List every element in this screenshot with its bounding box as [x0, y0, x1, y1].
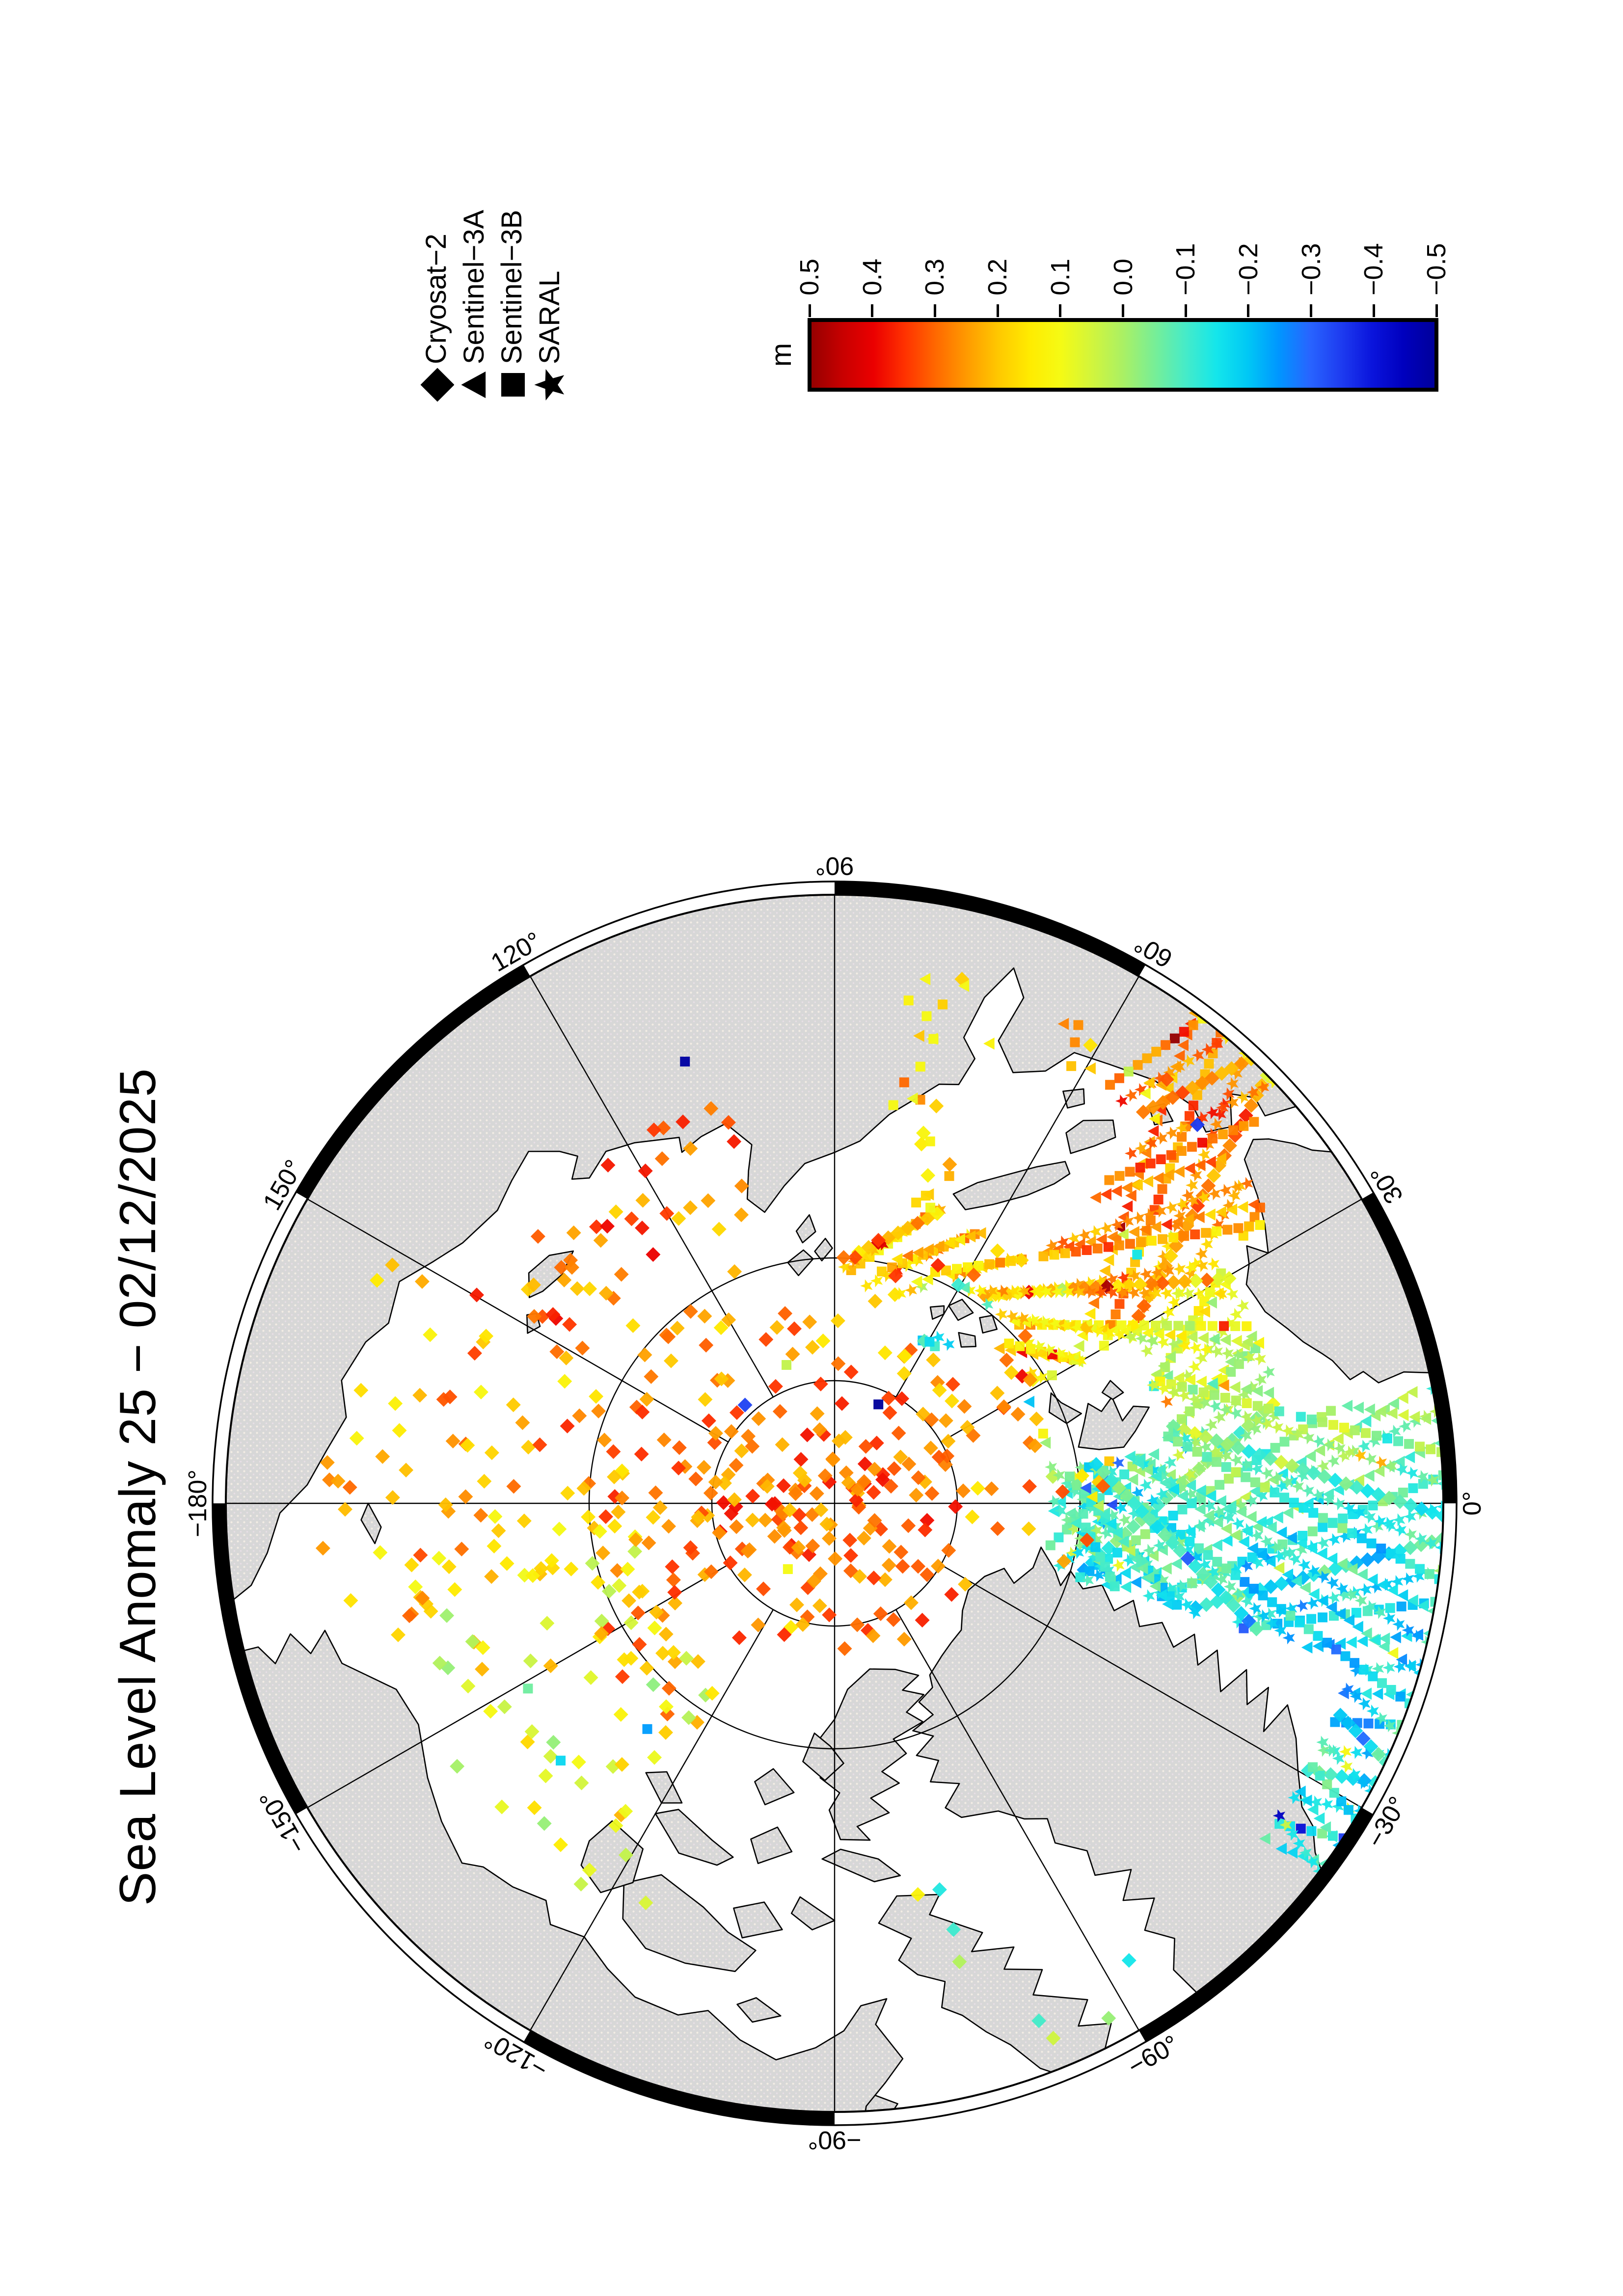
colorbar-tick-label: 0.1 [1045, 258, 1075, 295]
coastline-victoria-i [622, 1874, 757, 1972]
coastline-severnaya-1 [795, 1214, 816, 1244]
legend-label: SARAL [534, 270, 566, 364]
colorbar-tick [808, 304, 811, 317]
coastline-franz-josef-1 [979, 1314, 998, 1334]
colorbar-tick-label: 0.5 [795, 258, 824, 295]
meridian-label-0: 0° [1458, 1491, 1487, 1516]
frame-ring-black-sector [1361, 1192, 1457, 1504]
colorbar-tick-label: 0.0 [1108, 258, 1138, 295]
colorbar-tick [1059, 304, 1062, 317]
map-frame [212, 881, 1458, 2126]
diamond-icon [420, 368, 454, 402]
legend-item-sentinel3b: Sentinel−3B [493, 210, 531, 403]
colorbar-tick-label: 0.2 [983, 258, 1013, 295]
colorbar-tick [1247, 304, 1250, 317]
coastline-severnaya-2 [787, 1249, 814, 1277]
coastline-franz-josef-3 [958, 1332, 976, 1348]
frame-ring-black-sector [834, 881, 1146, 977]
legend-label: Cryosat−2 [420, 234, 452, 364]
colorbar-tick-label: −0.3 [1296, 243, 1326, 295]
coastline-severnaya-3 [814, 1238, 833, 1261]
coastline-vaygach [1062, 1088, 1085, 1109]
meridian-30 [940, 1198, 1362, 1443]
frame-ring-black-sector [523, 2030, 835, 2125]
coastline-devon [821, 1848, 901, 1883]
map-clipped-content [226, 895, 1443, 2112]
coastline-somerset [790, 1896, 836, 1931]
coastline-edgeoya [1101, 1380, 1124, 1400]
colorbar-tick [1310, 304, 1313, 317]
meridian-label--180: −180° [184, 1469, 212, 1537]
meridian-150 [307, 1198, 729, 1443]
coastline-franz-josef-4 [929, 1305, 945, 1320]
colorbar-tick [1184, 304, 1187, 317]
legend-label: Sentinel−3B [496, 210, 528, 364]
coastline-canada-alaska-mainland [226, 1629, 904, 2112]
triangle-icon [460, 371, 486, 399]
frame-ring-black-sector [296, 964, 530, 1199]
colorbar-tick-label: −0.1 [1171, 243, 1201, 295]
star-icon [534, 369, 564, 400]
legend-item-sentinel3a: Sentinel−3A [455, 210, 493, 403]
colorbar-tick-label: −0.4 [1359, 243, 1389, 295]
meridian-label--90: −90° [808, 2126, 861, 2154]
coastline-greenland [912, 1547, 1374, 2051]
square-icon [501, 373, 525, 397]
satellite-legend: Cryosat−2 Sentinel−3A Sentinel−3B SARAL [417, 210, 568, 403]
meridian-120 [529, 976, 774, 1398]
meridian--150 [307, 1564, 729, 1809]
coastline-banks [580, 1820, 644, 1894]
colorbar [808, 318, 1438, 392]
frame-ring-black-sector [213, 1503, 308, 1815]
meridian--120 [529, 1609, 774, 2031]
colorbar-tick [1435, 304, 1438, 317]
meridian-label-90: 90° [815, 852, 854, 880]
frame-ring-black-sector [1139, 1807, 1374, 2042]
colorbar-tick-label: 0.4 [857, 258, 887, 295]
coastline-ellef-ringnes [754, 1768, 795, 1806]
coastline-prince-of-wales [733, 1901, 783, 1939]
coastline-wrangel [360, 1502, 382, 1545]
legend-item-cryosat2: Cryosat−2 [417, 210, 455, 403]
coastline-novaya-zemlya-s [1065, 1120, 1116, 1154]
colorbar-tick [871, 304, 874, 317]
colorbar-tick [996, 304, 999, 317]
satellite-data-points [315, 971, 1443, 2046]
meridian-60 [895, 976, 1140, 1398]
coastline-king-william [736, 1997, 782, 2023]
coastline-bathurst [750, 1826, 793, 1864]
legend-item-saral: SARAL [531, 210, 568, 403]
colorbar-tick [1372, 304, 1375, 317]
meridian--60 [895, 1609, 1140, 2031]
colorbar-tick-label: 0.3 [920, 258, 950, 295]
colorbar-tick [1122, 304, 1124, 317]
colorbar-tick-label: −0.2 [1233, 243, 1263, 295]
coastline-svalbard-main [1078, 1396, 1150, 1450]
legend-label: Sentinel−3A [458, 210, 490, 364]
coastline-novaya-zemlya-n [952, 1161, 1071, 1210]
colorbar-tick-label: −0.5 [1422, 243, 1451, 295]
colorbar-tick [933, 304, 936, 317]
meridian--30 [940, 1564, 1362, 1809]
colorbar-unit-label: m [765, 343, 797, 367]
